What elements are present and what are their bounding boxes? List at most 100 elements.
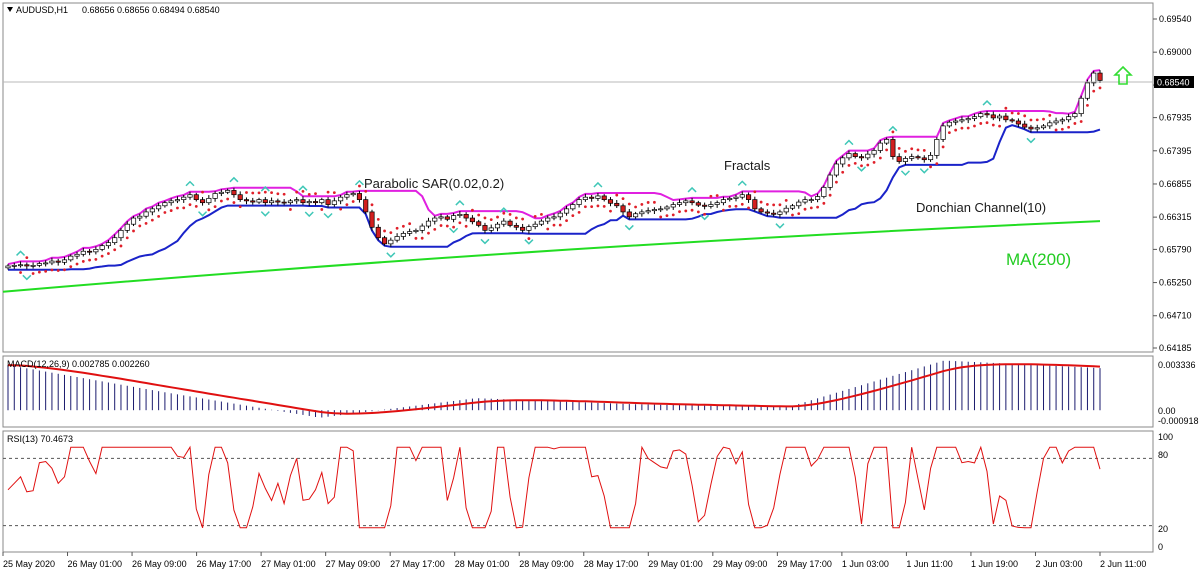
sar-dot [627, 202, 631, 206]
sar-dot [263, 190, 267, 194]
candle-body [1053, 120, 1059, 124]
candle-body [639, 211, 645, 215]
candle-body [670, 204, 676, 208]
candle-body [74, 253, 80, 257]
candle-body [256, 199, 262, 203]
candle-body [338, 196, 344, 202]
candle-body [840, 157, 846, 165]
time-tick-label: 28 May 17:00 [584, 559, 639, 569]
fractal-down-marker [386, 252, 396, 258]
sar-dot [339, 207, 343, 211]
candle-body [953, 120, 959, 123]
sar-dot [358, 184, 361, 188]
sar-dot [401, 224, 405, 228]
sar-dot [1092, 89, 1096, 93]
candle-body [821, 186, 827, 197]
candle-body [902, 158, 908, 162]
sar-dot [954, 128, 958, 132]
macd-tick-zero: 0.00 [1158, 406, 1176, 416]
time-tick-label: 27 May 17:00 [390, 559, 445, 569]
sar-dot [94, 257, 98, 261]
sar-dot [897, 146, 901, 150]
sar-dot [113, 248, 117, 252]
sar-dot [822, 201, 826, 205]
sar-dot [496, 215, 499, 219]
candle-body [457, 214, 463, 216]
candle-body [363, 199, 369, 213]
sar-dot [194, 204, 198, 208]
sar-dot [991, 123, 995, 127]
fractal-up-marker [687, 186, 697, 193]
sar-dot [44, 269, 48, 273]
macd-tick-bottom: -0.000918 [1158, 416, 1199, 426]
price-tick-label: 0.65790 [1159, 244, 1192, 254]
sar-dot [1054, 128, 1058, 132]
sar-dot [684, 209, 688, 213]
sar-dot [765, 203, 769, 206]
fractal-up-marker [499, 207, 509, 213]
candle-body [877, 142, 883, 151]
candle-body [664, 206, 670, 210]
candle-body [651, 209, 657, 212]
sar-dot [690, 208, 694, 212]
sar-dot [1048, 113, 1052, 117]
candle-body [928, 155, 934, 161]
sar-dot [295, 190, 299, 194]
sar-dot [835, 180, 838, 184]
candle-body [68, 255, 74, 261]
sar-dot [583, 205, 587, 209]
rsi-tick-0: 0 [1158, 542, 1163, 552]
candle-body [1009, 119, 1015, 122]
candle-body [846, 153, 852, 159]
candle-body [287, 200, 293, 204]
fractal-up-marker [737, 180, 747, 186]
candle-body [946, 121, 952, 127]
sar-dot [345, 203, 349, 207]
sar-dot [326, 190, 330, 194]
time-tick-label: 2 Jun 03:00 [1035, 559, 1082, 569]
candle-body [488, 227, 494, 231]
candle-body [746, 194, 752, 200]
candle-body [18, 264, 24, 267]
sar-dot [552, 223, 556, 227]
chevron-down-icon[interactable] [7, 7, 13, 12]
candle-body [149, 208, 155, 213]
candle-body [576, 199, 582, 205]
fractals-layer [16, 99, 1036, 281]
candle-body [1047, 122, 1053, 127]
fractal-down-marker [22, 274, 32, 281]
candle-body [884, 139, 890, 144]
candle-body [852, 153, 858, 157]
candle-body [87, 250, 93, 253]
sar-dot [910, 147, 914, 151]
candle-body [532, 223, 538, 228]
sar-dot [420, 236, 424, 240]
candle-body [833, 163, 839, 176]
time-tick-label: 28 May 01:00 [455, 559, 510, 569]
sar-dot [1004, 106, 1008, 110]
candle-body [124, 223, 130, 231]
time-tick-label: 29 May 09:00 [713, 559, 768, 569]
candle-body [49, 260, 55, 264]
sar-dot [314, 192, 317, 196]
price-tick-label: 0.64185 [1159, 343, 1192, 353]
price-tick-label: 0.66855 [1159, 179, 1192, 189]
sar-dot [188, 203, 192, 207]
fractal-down-marker [624, 224, 634, 231]
time-axis: 25 May 2020 26 May 01:00 26 May 09:00 26 Ma… [2, 552, 1146, 569]
donchian-annotation: Donchian Channel(10) [916, 200, 1046, 215]
price-tick-label: 0.67935 [1159, 113, 1192, 123]
rsi-tick-20: 20 [1158, 524, 1168, 534]
candle-body [633, 213, 639, 218]
candle-body [971, 116, 978, 119]
sar-dot [25, 256, 29, 260]
sar-dot [966, 126, 970, 130]
fractal-up-marker [982, 99, 992, 106]
sar-dot [1067, 125, 1071, 129]
sar-dot [1010, 111, 1014, 115]
candle-body [243, 199, 250, 202]
candle-body [783, 207, 789, 213]
macd-tick-top: 0.003336 [1158, 360, 1196, 370]
candle-body [407, 231, 413, 234]
sar-dot [671, 213, 675, 217]
